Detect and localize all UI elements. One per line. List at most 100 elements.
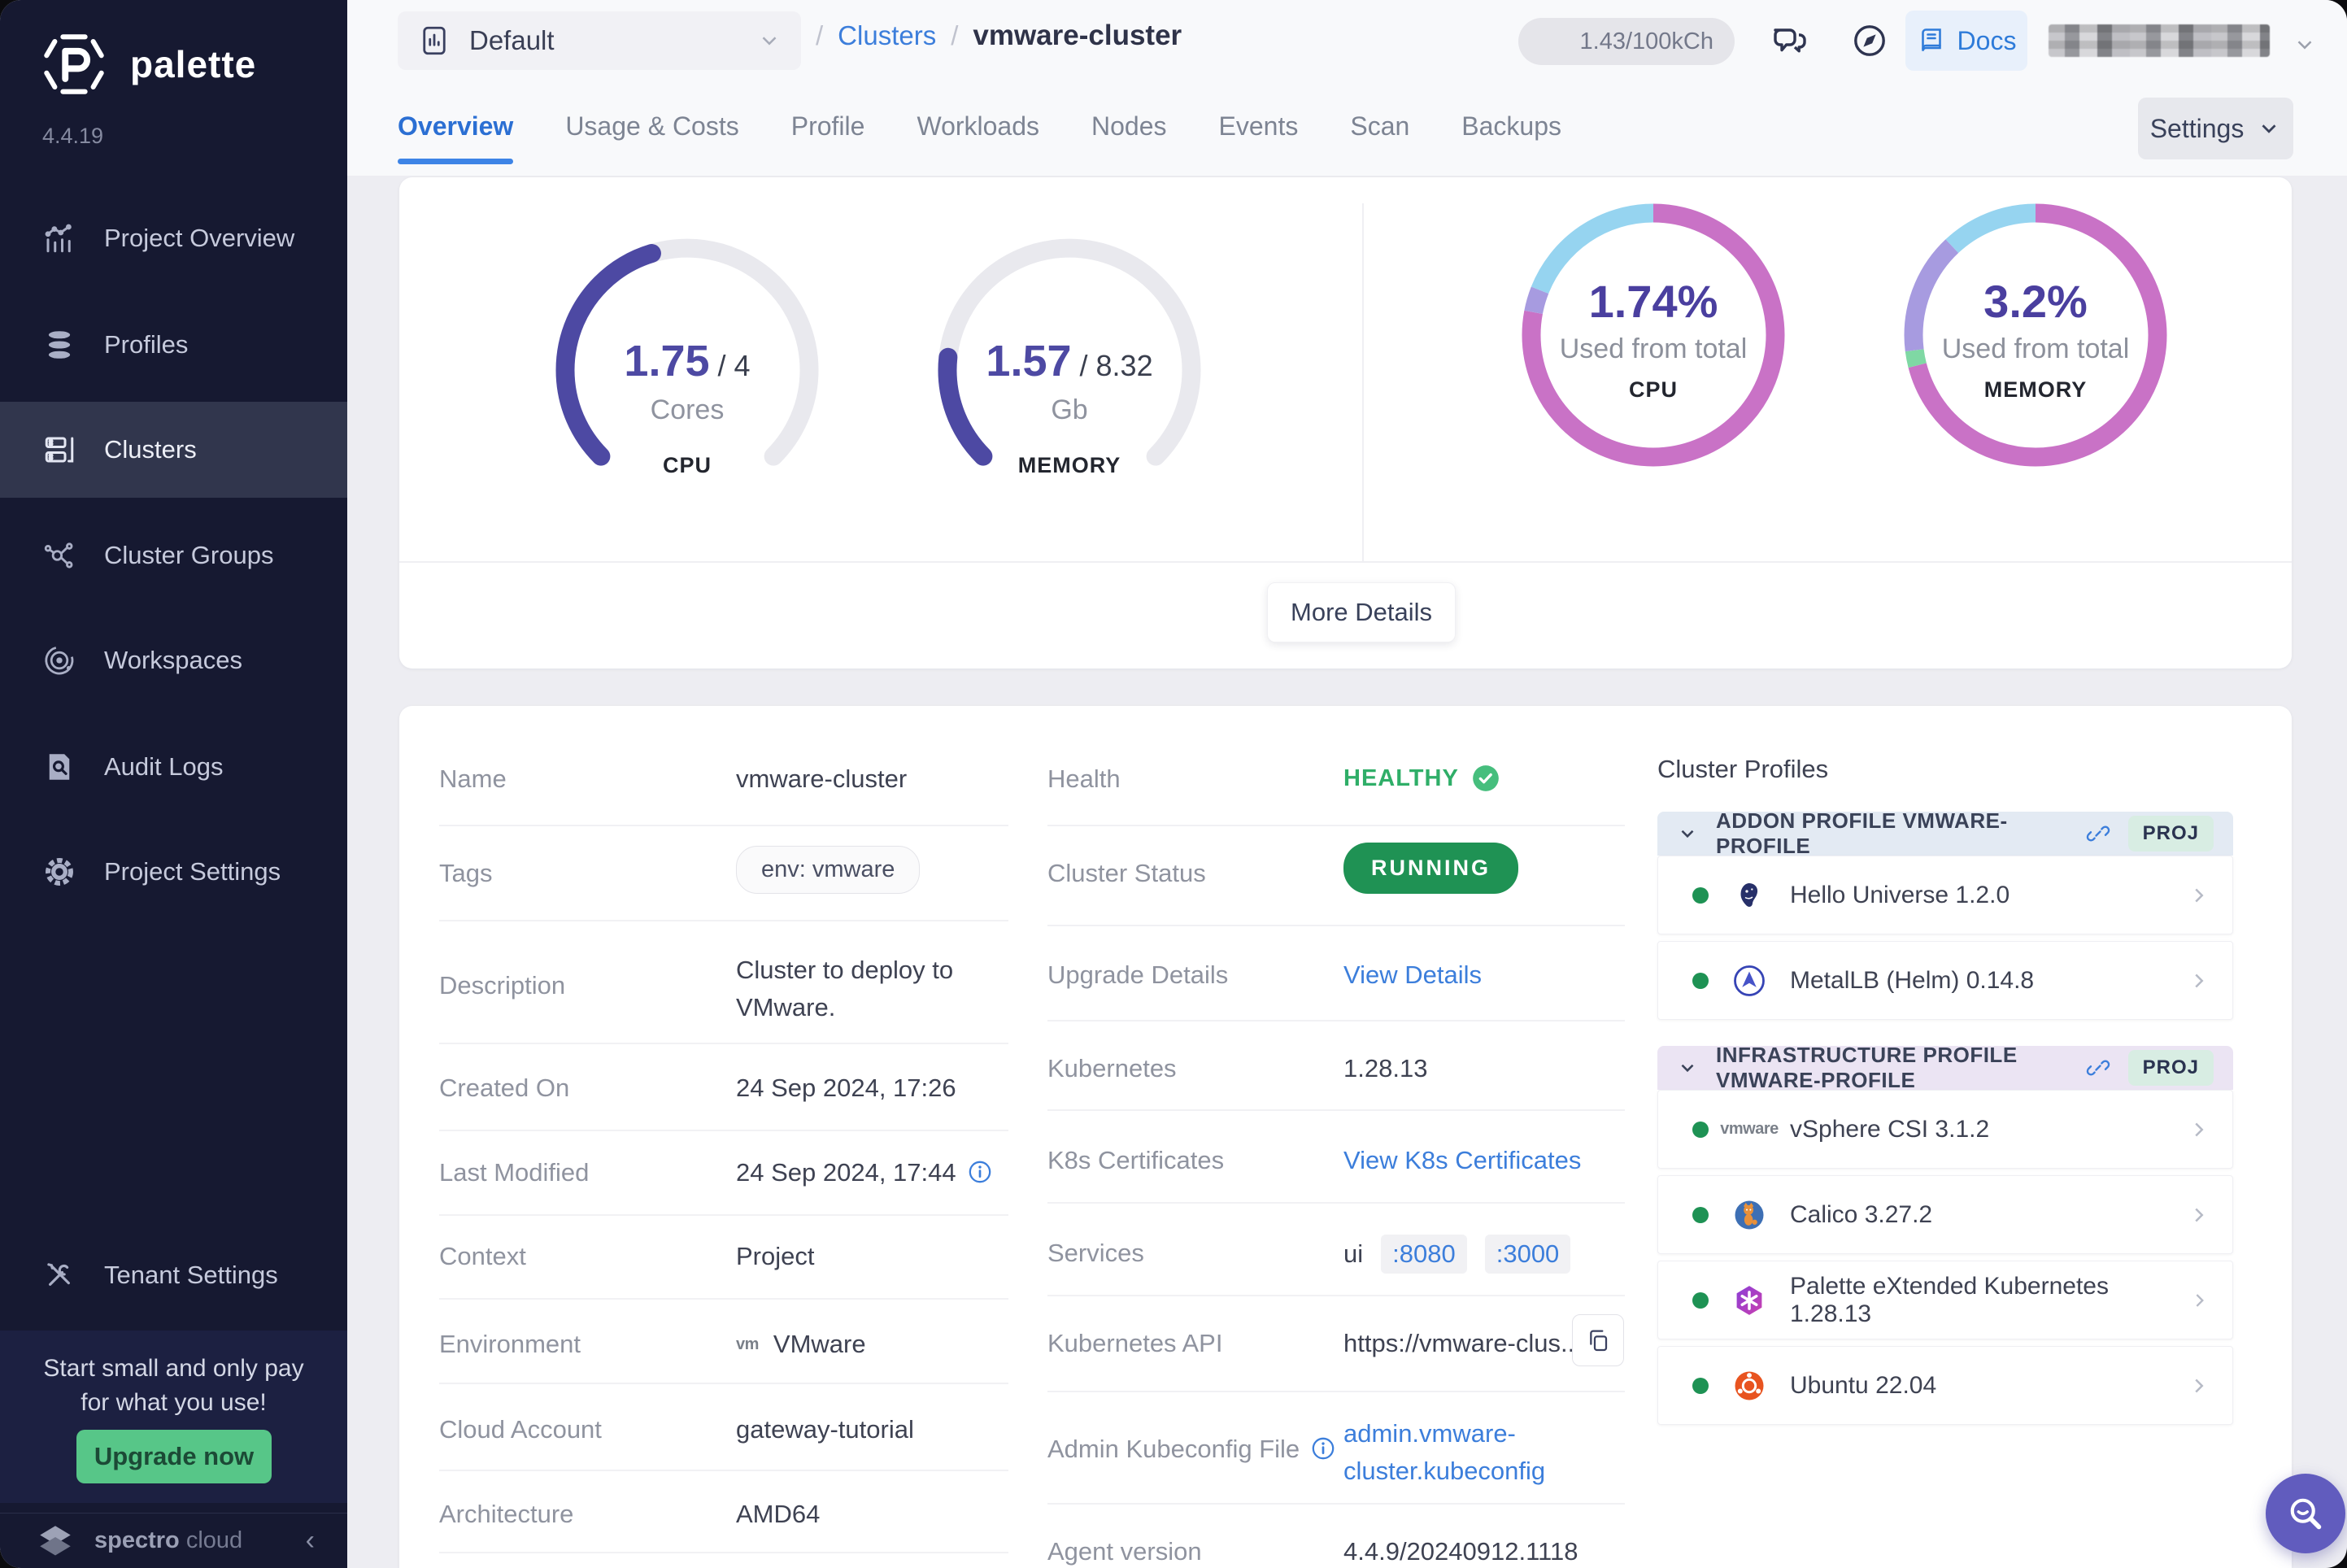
view-details-link[interactable]: View Details [1343,960,1483,989]
profile-item-palette-extended-kubernetes[interactable]: Palette eXtended Kubernetes 1.28.13 [1657,1261,2233,1339]
server-icon [45,437,74,463]
docs-button[interactable]: Docs [1905,11,2027,71]
calico-icon [1731,1197,1767,1233]
proj-badge: PROJ [2127,816,2214,852]
tab-workloads[interactable]: Workloads [917,111,1040,141]
sidebar-item-project-settings[interactable]: Project Settings [0,824,347,920]
sidebar-footer: spectro cloud ‹ [0,1513,347,1568]
addon-profile-header[interactable]: ADDON PROFILE VMWARE-PROFILE PROJ [1657,808,2233,858]
tag-pill: env: vmware [736,846,921,894]
row-divider [1047,1109,1625,1111]
row-divider [1047,825,1625,826]
chat-icon[interactable] [1770,21,1809,60]
settings-button[interactable]: Settings [2138,98,2293,159]
sidebar-item-clusters[interactable]: Clusters [0,402,347,498]
vmware-mini-logo: vm [736,1335,759,1353]
check-circle-icon [1472,765,1499,791]
cloud-account-value: gateway-tutorial [736,1415,914,1444]
collapse-sidebar-icon[interactable]: ‹ [305,1525,315,1556]
field-label: Services [1047,1239,1144,1267]
view-k8s-certificates-link[interactable]: View K8s Certificates [1343,1146,1582,1174]
docs-label: Docs [1957,25,2017,55]
memory-percent: 3.2% [1983,276,2088,327]
field-label: Kubernetes [1047,1054,1177,1082]
copy-button[interactable] [1572,1314,1624,1366]
user-name-redacted[interactable] [2049,24,2270,57]
cluster-name-value: vmware-cluster [736,764,908,793]
profile-item-vsphere-csi[interactable]: vmware vSphere CSI 3.1.2 [1657,1090,2233,1169]
tab-backups[interactable]: Backups [1461,111,1562,141]
copy-icon [1590,1330,1608,1352]
spectro-cloud-logo [40,1525,71,1555]
tab-overview[interactable]: Overview [398,111,514,164]
cpu-percent: 1.74% [1588,276,1718,327]
field-label: Created On [439,1074,570,1102]
proj-badge: PROJ [2127,1050,2214,1086]
cpu-percent-caption: Used from total [1559,333,1748,364]
doc-search-icon [49,754,70,780]
info-icon[interactable] [1309,1435,1337,1462]
row-divider [439,1130,1008,1131]
row-divider [439,1214,1008,1216]
info-icon[interactable] [966,1158,994,1186]
created-on-value: 24 Sep 2024, 17:26 [736,1074,956,1102]
tab-usage-costs[interactable]: Usage & Costs [565,111,739,141]
user-menu-chevron-icon[interactable] [2293,33,2317,57]
field-label: Kubernetes API [1047,1329,1223,1357]
cpu-total-donut: 1.74% Used from total CPU [1515,197,1792,473]
service-port-link[interactable]: :8080 [1381,1235,1467,1274]
admin-kubeconfig-link[interactable]: admin.vmware-cluster.kubeconfig [1343,1419,1546,1485]
row-divider [439,1470,1008,1471]
tab-events[interactable]: Events [1218,111,1299,141]
tab-scan[interactable]: Scan [1350,111,1410,141]
project-icon [423,26,446,55]
kubernetes-version: 1.28.13 [1343,1054,1428,1082]
breadcrumb-clusters-link[interactable]: Clusters [838,20,937,50]
sidebar-item-tenant-settings[interactable]: Tenant Settings [0,1227,347,1323]
sidebar-item-label: Workspaces [104,646,242,674]
sidebar-item-cluster-groups[interactable]: Cluster Groups [0,507,347,603]
sidebar-item-project-overview[interactable]: Project Overview [0,190,347,286]
context-value: Project [736,1242,815,1270]
sidebar-item-audit-logs[interactable]: Audit Logs [0,719,347,815]
architecture-value: AMD64 [736,1500,821,1528]
profile-item-label: vSphere CSI 3.1.2 [1790,1115,1990,1143]
sidebar-item-workspaces[interactable]: Workspaces [0,612,347,708]
row-divider [439,1552,1008,1553]
sidebar-item-profiles[interactable]: Profiles [0,297,347,393]
field-label: Agent version [1047,1537,1202,1566]
memory-gauge: 1.57 / 8.32 Gb MEMORY [931,232,1208,508]
row-divider [1047,1391,1625,1392]
cpu-gauge-label: CPU [662,453,712,477]
chevron-down-icon [762,37,777,46]
details-card: Name vmware-cluster Tags env: vmware Des… [399,706,2292,1568]
infrastructure-profile-header[interactable]: INFRASTRUCTURE PROFILE VMWARE-PROFILE PR… [1657,1043,2233,1092]
profile-item-calico[interactable]: Calico 3.27.2 [1657,1175,2233,1254]
row-divider [439,1043,1008,1044]
tab-nodes[interactable]: Nodes [1091,111,1167,141]
field-label: K8s Certificates [1047,1146,1225,1174]
profile-item-hello-universe[interactable]: Hello Universe 1.2.0 [1657,856,2233,934]
profile-item-ubuntu[interactable]: Ubuntu 22.04 [1657,1346,2233,1425]
link-icon[interactable] [2086,1056,2110,1080]
link-icon[interactable] [2086,821,2110,846]
row-divider [1047,1503,1625,1505]
more-details-button[interactable]: More Details [1267,582,1456,642]
field-label: Architecture [439,1500,574,1528]
addon-profile-name: ADDON PROFILE VMWARE-PROFILE [1716,808,2008,858]
project-selector[interactable]: Default [398,11,801,70]
profile-item-metallb[interactable]: MetalLB (Helm) 0.14.8 [1657,941,2233,1020]
status-dot [1692,1206,1709,1223]
upgrade-now-button[interactable]: Upgrade now [76,1430,272,1483]
memory-gauge-label: MEMORY [1017,453,1121,477]
infrastructure-profile-name: INFRASTRUCTURE PROFILE VMWARE-PROFILE [1716,1043,2018,1092]
search-fab-button[interactable] [2266,1474,2345,1553]
service-port-link[interactable]: :3000 [1484,1235,1571,1274]
compass-icon[interactable] [1850,21,1889,60]
cluster-profiles-title: Cluster Profiles [1657,755,1829,783]
memory-usage-value: 1.57 / 8.32 [986,337,1153,385]
tab-profile[interactable]: Profile [790,111,865,141]
row-divider [439,1383,1008,1384]
usage-card: 1.75 / 4 Cores CPU 1.57 / 8.32 Gb MEMORY… [399,177,2292,669]
